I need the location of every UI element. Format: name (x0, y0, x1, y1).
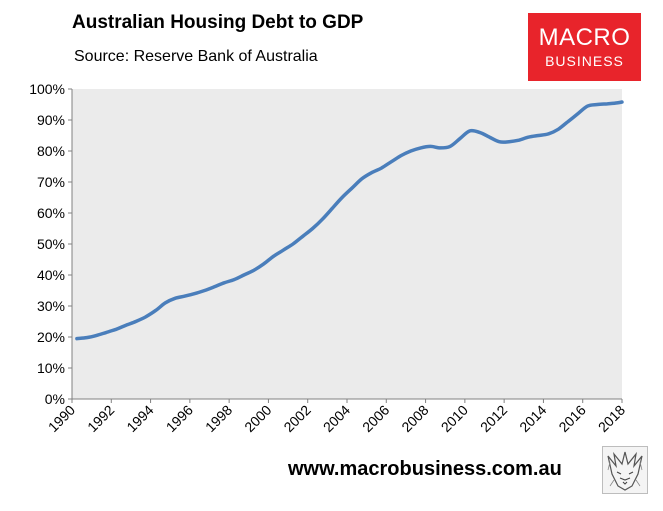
plot-area (72, 89, 622, 399)
y-tick-label: 30% (37, 298, 65, 314)
y-tick-label: 60% (37, 205, 65, 221)
x-tick-label: 2000 (241, 402, 274, 435)
x-tick-label: 1998 (202, 402, 235, 435)
y-tick-label: 0% (45, 391, 65, 407)
logo-line-business: BUSINESS (545, 53, 624, 69)
y-tick-label: 90% (37, 112, 65, 128)
x-tick-label: 2012 (477, 402, 510, 435)
macrobusiness-logo: MACRO BUSINESS (528, 13, 641, 81)
y-tick-label: 20% (37, 329, 65, 345)
website-url: www.macrobusiness.com.au (288, 458, 562, 480)
x-tick-label: 1996 (163, 402, 196, 435)
x-tick-label: 2018 (595, 402, 628, 435)
y-tick-label: 70% (37, 174, 65, 190)
y-tick-label: 50% (37, 236, 65, 252)
x-tick-label: 2006 (359, 402, 392, 435)
x-tick-label: 2014 (516, 402, 549, 435)
chart-source: Source: Reserve Bank of Australia (74, 48, 318, 65)
wolf-sketch-icon (602, 446, 648, 494)
y-tick-label: 40% (37, 267, 65, 283)
chart-title: Australian Housing Debt to GDP (72, 12, 364, 33)
x-tick-label: 2002 (280, 402, 313, 435)
x-tick-label: 2016 (555, 402, 588, 435)
y-tick-label: 80% (37, 143, 65, 159)
y-axis: 0% 10% 20% 30% 40% 50% 60% 70% 80% 90% 100% (29, 81, 73, 407)
x-tick-label: 2010 (438, 402, 471, 435)
x-tick-label: 1994 (123, 402, 156, 435)
x-tick-label: 2004 (320, 402, 353, 435)
y-tick-label: 100% (29, 81, 65, 97)
y-tick-label: 10% (37, 360, 65, 376)
x-axis: 1990 1992 1994 1996 1998 2000 2002 2004 2006 2008… (45, 398, 628, 435)
x-tick-label: 2008 (398, 402, 431, 435)
housing-debt-line (75, 100, 624, 341)
x-tick-label: 1992 (84, 402, 117, 435)
logo-line-macro: MACRO (538, 24, 631, 51)
